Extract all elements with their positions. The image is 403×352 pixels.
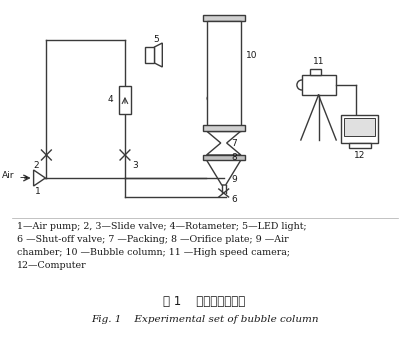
- Text: chamber; 10 —Bubble column; 11 —High speed camera;: chamber; 10 —Bubble column; 11 —High spe…: [17, 248, 290, 257]
- Text: 11: 11: [313, 57, 324, 65]
- Text: 12: 12: [354, 151, 366, 159]
- Text: 6 —Shut-off valve; 7 —Packing; 8 —Orifice plate; 9 —Air: 6 —Shut-off valve; 7 —Packing; 8 —Orific…: [17, 235, 289, 244]
- Text: Air: Air: [2, 171, 14, 181]
- Text: 10: 10: [246, 50, 257, 59]
- Text: 7: 7: [232, 138, 237, 147]
- Text: →: →: [20, 173, 28, 183]
- Bar: [310, 69, 322, 75]
- Text: 12—Computer: 12—Computer: [17, 261, 87, 270]
- Bar: [145, 47, 154, 63]
- Bar: [349, 143, 371, 148]
- Text: 图 1    鼓泡塔实验装置: 图 1 鼓泡塔实验装置: [164, 295, 246, 308]
- Bar: [341, 115, 378, 143]
- Text: 6: 6: [232, 195, 237, 203]
- Text: 3: 3: [132, 162, 138, 170]
- Text: 2: 2: [34, 162, 39, 170]
- Bar: [203, 155, 245, 160]
- Text: 1: 1: [35, 188, 40, 196]
- Circle shape: [297, 80, 307, 90]
- Bar: [302, 75, 336, 95]
- Text: 5: 5: [154, 34, 159, 44]
- Bar: [203, 15, 245, 21]
- Text: Fig. 1    Experimental set of bubble column: Fig. 1 Experimental set of bubble column: [91, 315, 318, 324]
- Bar: [119, 86, 131, 114]
- Text: 8: 8: [232, 153, 237, 163]
- Text: 9: 9: [232, 176, 237, 184]
- Bar: [344, 118, 376, 136]
- Text: 4: 4: [108, 95, 113, 105]
- Text: 1—Air pump; 2, 3—Slide valve; 4—Rotameter; 5—LED light;: 1—Air pump; 2, 3—Slide valve; 4—Rotamete…: [17, 222, 307, 231]
- Bar: [206, 21, 241, 131]
- Bar: [203, 125, 245, 131]
